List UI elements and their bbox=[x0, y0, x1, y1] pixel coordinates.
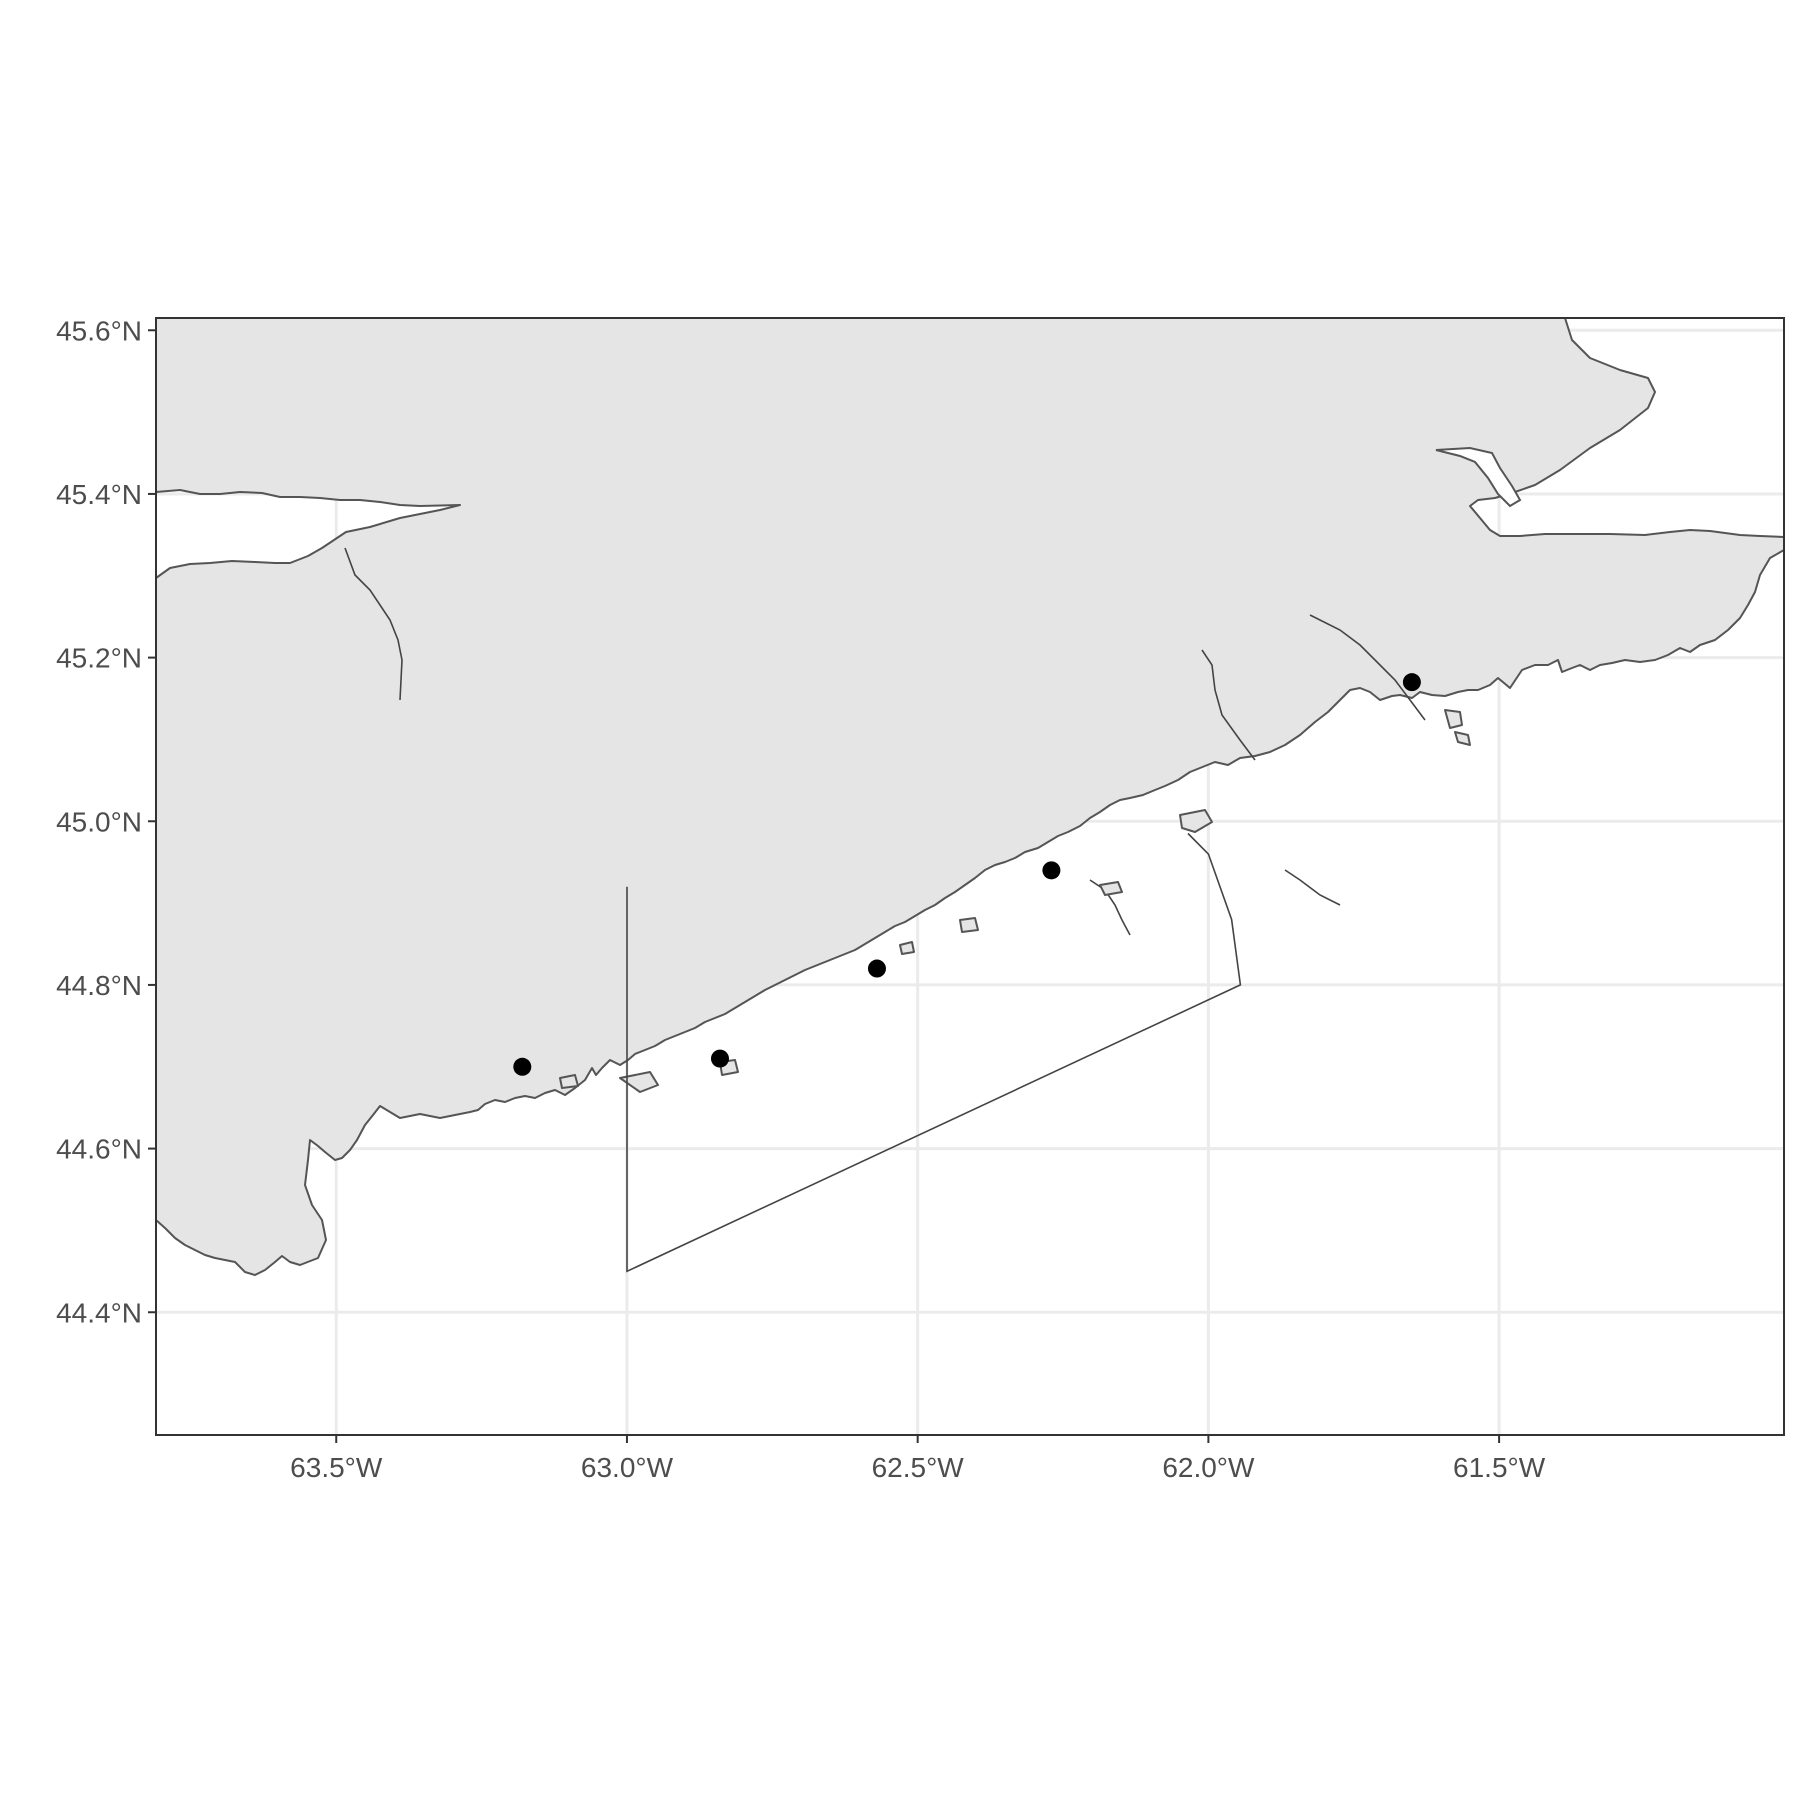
y-tick-label: 45.6°N bbox=[56, 315, 142, 346]
inland-inlet-east bbox=[1435, 446, 1522, 508]
x-tick-label: 61.5°W bbox=[1453, 1452, 1546, 1483]
survey-boundary-line bbox=[626, 832, 1242, 1273]
sample-site-point-5[interactable] bbox=[1402, 673, 1421, 692]
nova-scotia-land bbox=[156, 318, 1784, 1276]
y-tick-label: 44.8°N bbox=[56, 970, 142, 1001]
x-tick-label: 62.0°W bbox=[1162, 1452, 1255, 1483]
island-east-1 bbox=[1444, 709, 1463, 729]
y-tick-label: 44.6°N bbox=[56, 1134, 142, 1165]
y-tick-label: 45.2°N bbox=[56, 643, 142, 674]
x-tick-label: 63.5°W bbox=[290, 1452, 383, 1483]
river-eastern bbox=[1201, 649, 1256, 761]
sample-site-point-1[interactable] bbox=[513, 1057, 532, 1076]
island-east-2 bbox=[1454, 731, 1471, 746]
y-tick-label: 45.4°N bbox=[56, 479, 142, 510]
sample-sites bbox=[513, 673, 1421, 1076]
landmass bbox=[156, 318, 1784, 1276]
island-mid-2 bbox=[1099, 881, 1123, 896]
sample-site-point-3[interactable] bbox=[867, 959, 886, 978]
inlet-country-harbour bbox=[1284, 869, 1341, 906]
y-tick-label: 44.4°N bbox=[56, 1297, 142, 1328]
y-tick-label: 45.0°N bbox=[56, 806, 142, 837]
x-tick-label: 62.5°W bbox=[872, 1452, 965, 1483]
x-axis: 63.5°W 63.0°W 62.5°W 62.0°W 61.5°W bbox=[290, 1435, 1546, 1483]
inlet-sheet-harbour bbox=[1309, 614, 1426, 721]
sample-site-point-2[interactable] bbox=[710, 1049, 729, 1068]
island-mid-1 bbox=[1179, 809, 1213, 833]
y-axis: 44.4°N 44.6°N 44.8°N 45.0°N 45.2°N 45.4°N 45.6… bbox=[56, 315, 156, 1328]
sample-site-point-4[interactable] bbox=[1042, 861, 1061, 880]
panel-border bbox=[155, 317, 1785, 1436]
island-west-2 bbox=[559, 1074, 579, 1089]
survey-boundary bbox=[626, 832, 1242, 1273]
river-musquodoboit bbox=[344, 547, 403, 701]
x-tick-label: 63.0°W bbox=[581, 1452, 674, 1483]
island-mid-4 bbox=[899, 941, 915, 955]
island-mid-3 bbox=[959, 917, 979, 933]
island-west-3 bbox=[619, 1071, 659, 1093]
